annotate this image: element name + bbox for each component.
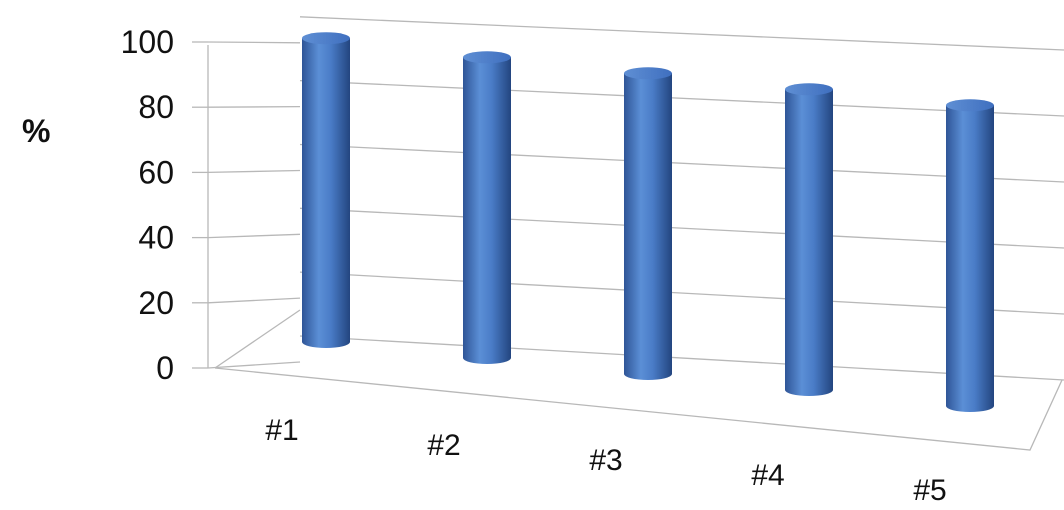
y-axis-ticks: 0 20 40 60 80 100	[121, 24, 208, 386]
gridline-back	[299, 335, 1064, 381]
bar-body	[785, 89, 833, 397]
bars	[302, 32, 994, 413]
gridline-back	[299, 16, 1064, 51]
gridline-side	[207, 233, 301, 239]
bar-body	[302, 38, 350, 348]
bar-top	[463, 51, 511, 64]
gridline-back	[299, 271, 1064, 315]
gridline-side	[207, 41, 301, 44]
bar	[785, 83, 833, 397]
y-tick-label: 40	[138, 220, 174, 256]
y-tick-label: 60	[138, 154, 174, 190]
bar-top	[785, 83, 833, 96]
x-category-label: #2	[427, 429, 460, 462]
gridline-back	[299, 143, 1064, 183]
floor-edge	[214, 367, 1063, 451]
gridline-back	[299, 79, 1064, 117]
bar	[624, 67, 672, 381]
gridline-side	[207, 361, 301, 369]
bar-top	[302, 32, 350, 45]
bar	[302, 32, 350, 348]
x-category-label: #4	[751, 459, 784, 492]
x-axis-labels: #1 #2 #3 #4 #5	[265, 414, 946, 507]
y-axis-label: %	[22, 113, 50, 149]
bar-body	[624, 73, 672, 381]
gridlines	[207, 16, 1064, 381]
bar-body	[946, 105, 994, 413]
bar-top	[624, 67, 672, 80]
x-category-label: #1	[265, 414, 298, 447]
bar	[946, 99, 994, 413]
x-category-label: #3	[589, 444, 622, 477]
gridline-side	[207, 169, 301, 174]
y-tick-label: 100	[121, 24, 174, 60]
gridline-side	[207, 105, 301, 108]
y-tick-label: 20	[138, 285, 174, 321]
y-tick-label: 0	[156, 350, 174, 386]
chart-frame	[207, 45, 1063, 451]
bar-body	[463, 57, 511, 365]
y-tick-label: 80	[138, 89, 174, 125]
bar	[463, 51, 511, 365]
floor-side-edge	[214, 309, 301, 369]
gridline-side	[207, 297, 301, 304]
x-category-label: #5	[913, 474, 946, 507]
gridline-back	[299, 207, 1064, 249]
bar-top	[946, 99, 994, 112]
